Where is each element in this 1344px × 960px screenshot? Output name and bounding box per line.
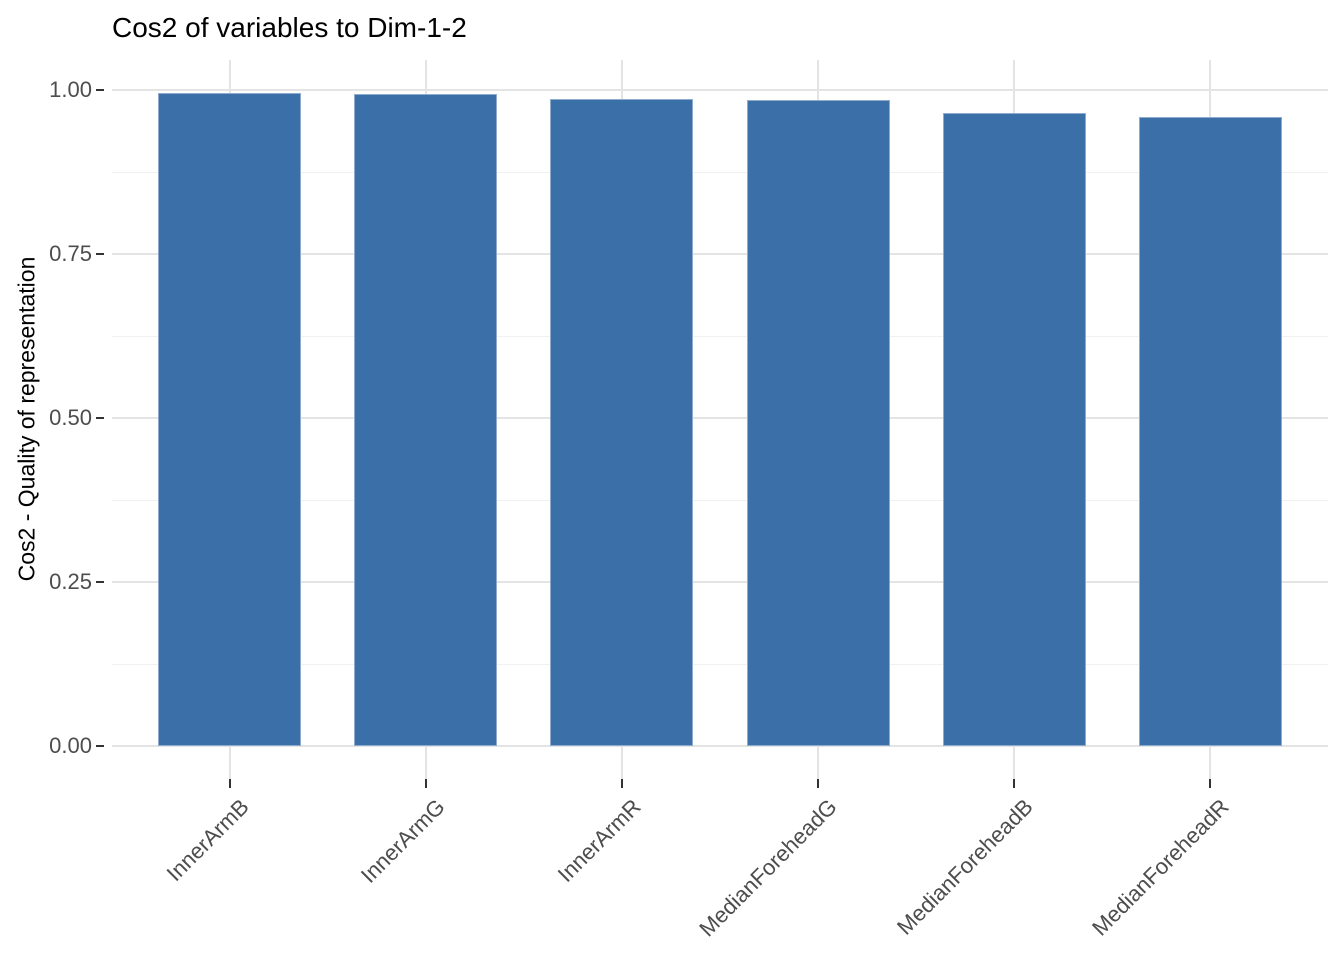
minor-gridline	[112, 171, 1328, 173]
bar-InnerArmG	[354, 94, 497, 746]
y-tick-mark	[96, 89, 104, 91]
x-tick-mark	[1209, 779, 1212, 788]
y-tick-label: 0.50	[49, 405, 92, 430]
y-tick-label: 0.75	[49, 241, 92, 266]
x-tick-label: InnerArmR	[552, 794, 646, 887]
bar-InnerArmB	[158, 93, 301, 746]
x-tick-mark	[228, 779, 231, 788]
x-tick-label: MedianForeheadG	[694, 794, 842, 942]
major-gridline	[112, 89, 1328, 91]
y-tick-label: 0.25	[49, 569, 92, 594]
major-gridline	[112, 417, 1328, 419]
x-tick-mark	[1013, 779, 1016, 788]
bar-MedianForeheadG	[747, 100, 890, 746]
minor-gridline	[112, 499, 1328, 501]
bar-MedianForeheadR	[1139, 117, 1282, 746]
x-tick-label: MedianForeheadR	[1087, 794, 1234, 941]
major-gridline	[112, 253, 1328, 255]
bar-MedianForeheadB	[943, 113, 1086, 746]
y-tick-label: 0.00	[49, 733, 92, 758]
y-tick-mark	[96, 417, 104, 419]
bar-InnerArmR	[550, 99, 693, 746]
y-tick-mark	[96, 745, 104, 747]
chart-title: Cos2 of variables to Dim-1-2	[112, 12, 467, 43]
x-tick-mark	[817, 779, 820, 788]
x-tick-mark	[620, 779, 623, 788]
y-tick-mark	[96, 581, 104, 583]
x-tick-label: InnerArmG	[355, 794, 450, 888]
x-tick-label: InnerArmB	[161, 794, 254, 887]
y-tick-mark	[96, 253, 104, 255]
x-tick-mark	[424, 779, 427, 788]
major-gridline	[112, 581, 1328, 583]
minor-gridline	[112, 335, 1328, 337]
minor-gridline	[112, 663, 1328, 665]
x-tick-label: MedianForeheadB	[892, 794, 1038, 940]
y-tick-label: 1.00	[49, 77, 92, 102]
major-gridline	[112, 745, 1328, 747]
